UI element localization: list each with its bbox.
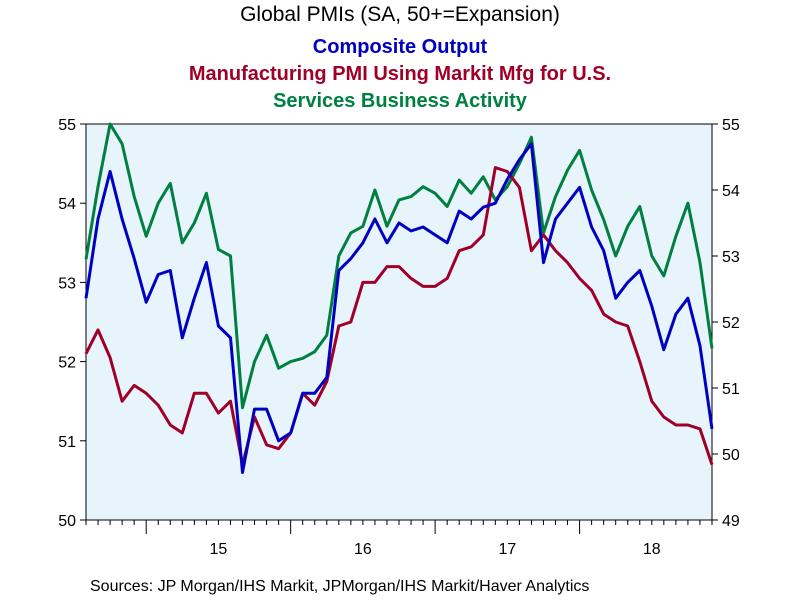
y-right-tick-label: 49 <box>722 513 740 530</box>
y-left-tick-label: 54 <box>58 196 76 213</box>
y-right-tick-label: 51 <box>722 381 740 398</box>
series-title-services: Services Business Activity <box>273 90 527 112</box>
y-left-tick-label: 51 <box>58 434 76 451</box>
y-right-tick-label: 55 <box>722 117 740 134</box>
x-tick-label: 16 <box>354 541 372 558</box>
y-left-tick-label: 52 <box>58 355 76 372</box>
y-right-tick-label: 52 <box>722 315 740 332</box>
x-tick-label: 15 <box>210 541 228 558</box>
chart-title: Global PMIs (SA, 50+=Expansion) <box>240 3 560 26</box>
series-title-manufacturing: Manufacturing PMI Using Markit Mfg for U… <box>188 63 612 85</box>
composite-output-line <box>84 142 714 474</box>
plot-area <box>85 123 713 521</box>
y-right-tick-label: 54 <box>722 183 740 200</box>
y-left-tick-label: 53 <box>58 275 76 292</box>
y-right-tick-label: 50 <box>722 447 740 464</box>
y-right-tick-label: 53 <box>722 249 740 266</box>
x-tick-label: 18 <box>643 541 661 558</box>
source-note: Sources: JP Morgan/IHS Markit, JPMorgan/… <box>90 578 590 595</box>
manufacturing-pmi-line <box>84 166 714 467</box>
services-activity-line <box>84 122 714 410</box>
series-title-composite: Composite Output <box>312 36 488 58</box>
y-left-tick-label: 55 <box>58 117 76 134</box>
x-tick-label: 17 <box>498 541 516 558</box>
y-left-tick-label: 50 <box>58 513 76 530</box>
